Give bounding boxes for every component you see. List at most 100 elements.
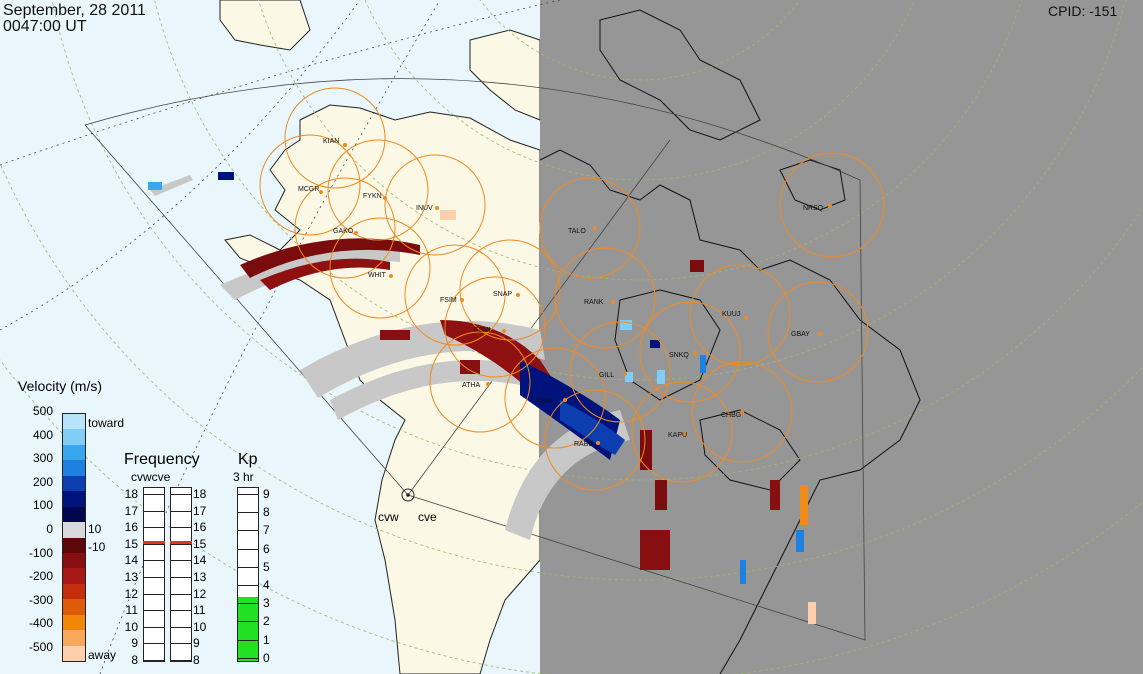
velocity-tick: 100 <box>32 498 53 513</box>
station-label-pina: PINA <box>536 398 553 405</box>
velocity-tick: 500 <box>32 404 53 418</box>
station-label-rabb: RABB <box>574 441 593 448</box>
frequency-gridline <box>143 543 165 545</box>
frequency-gridline <box>170 577 192 578</box>
velocity-color-8 <box>63 537 85 553</box>
station-label-talo: TALO <box>568 228 586 235</box>
station-label-kapu: KAPU <box>668 432 687 439</box>
frequency-gridline <box>143 560 165 562</box>
frequency-gridline <box>143 510 165 512</box>
velocity-cells <box>148 172 816 624</box>
frequency-tick-left: 8 <box>131 653 138 667</box>
velocity-color-6 <box>63 506 85 523</box>
frequency-tick-left: 18 <box>124 487 138 501</box>
kp-tick: 4 <box>263 578 270 593</box>
frequency-marker-cve <box>170 541 192 545</box>
frequency-title: Frequency <box>124 451 200 468</box>
date-text: September, 28 2011 <box>3 2 146 19</box>
frequency-marker-cvw <box>143 541 165 545</box>
radar-site <box>401 488 415 502</box>
kp-tick: 5 <box>263 559 270 574</box>
frequency-bar-cvw <box>143 487 165 662</box>
station-label-snap: SNAP <box>493 291 512 298</box>
frequency-tick-left: 10 <box>124 619 138 634</box>
kp-gridline <box>237 639 259 641</box>
kp-tick: 3 <box>263 596 270 611</box>
velocity-color-1 <box>63 429 85 445</box>
frequency-gridline <box>143 610 165 612</box>
frequency-tick-left: 12 <box>124 586 138 601</box>
velocity-color-0 <box>63 414 85 430</box>
cpid-text: CPID: -151 <box>1048 3 1118 19</box>
velocity-color-5 <box>63 491 85 507</box>
frequency-tick-left: 16 <box>124 520 138 535</box>
kp-gridline <box>237 621 259 623</box>
velocity-tick: 400 <box>32 427 53 442</box>
frequency-gridline <box>170 543 192 545</box>
frequency-gridline <box>170 560 192 562</box>
toward-label: toward <box>88 416 125 430</box>
station-label-rank: RANK <box>584 299 604 306</box>
time-text: 0047:00 UT <box>3 18 87 35</box>
velocity-tick: -500 <box>28 640 53 654</box>
frequency-tick-right: 15 <box>193 536 207 551</box>
frequency-tick-right: 18 <box>193 487 207 501</box>
kp-tick: 0 <box>263 650 270 665</box>
station-label-gako: GAKO <box>333 228 354 235</box>
station-label-kian: KIAN <box>323 138 339 145</box>
frequency-gridline <box>143 593 165 595</box>
radar-fov <box>84 78 866 641</box>
kp-tick: 2 <box>263 614 270 629</box>
velocity-color-10 <box>63 568 85 584</box>
kp-fill <box>238 597 258 661</box>
frequency-tick-right: 9 <box>193 636 200 651</box>
velocity-color-15 <box>63 645 85 661</box>
kp-gridline <box>237 657 259 659</box>
mid-label-neg: -10 <box>88 540 106 554</box>
night-coastlines <box>539 9 921 674</box>
frequency-gridline <box>143 643 165 645</box>
station-label-mcgr: MCGR <box>298 186 319 193</box>
velocity-color-13 <box>63 614 85 631</box>
frequency-gridline <box>170 626 192 628</box>
kp-gridline <box>237 530 259 532</box>
station-rings <box>259 87 885 491</box>
kp-tick: 8 <box>263 505 270 520</box>
frequency-tick-right: 17 <box>193 503 207 518</box>
velocity-tick: 300 <box>32 451 53 466</box>
frequency-tick-right: 10 <box>193 619 207 634</box>
velocity-color-12 <box>63 599 85 615</box>
station-label-atha: ATHA <box>462 382 480 389</box>
frequency-tick-left: 13 <box>124 570 138 584</box>
station-label-gill: GILL <box>599 372 614 379</box>
away-label: away <box>88 648 117 662</box>
station-label-fsim: FSIM <box>440 297 457 304</box>
frequency-bar-cve <box>170 487 192 662</box>
frequency-gridline <box>170 593 192 595</box>
kp-gridline <box>237 566 259 568</box>
night-shading <box>540 0 1143 674</box>
station-label-inuv: INUV <box>416 205 433 212</box>
frequency-tick-right: 11 <box>193 603 206 618</box>
velocity-title: Velocity (m/s) <box>18 378 103 394</box>
mid-label-pos: 10 <box>88 522 102 536</box>
velocity-color-7 <box>63 522 85 538</box>
station-label-fykn: FYKN <box>363 193 382 200</box>
kp-tick: 7 <box>263 523 270 538</box>
frequency-tick-right: 14 <box>193 553 207 568</box>
frequency-subtitle: cvwcve <box>131 470 171 484</box>
frequency-gridline <box>143 527 165 529</box>
kp-bar <box>237 487 259 662</box>
station-label-nrsq: NRSQ <box>803 205 824 212</box>
frequency-gridline <box>170 527 192 529</box>
radar-label-west: cvw <box>378 510 399 524</box>
station-label-snkq: SNKQ <box>669 352 689 359</box>
station-label-gbay: GBAY <box>791 331 810 338</box>
station-label-fsmi: FSMI <box>474 327 491 334</box>
velocity-color-3 <box>63 460 85 476</box>
frequency-gridline <box>143 494 165 495</box>
kp-tick: 9 <box>263 487 270 501</box>
frequency-tick-right: 16 <box>193 520 207 535</box>
velocity-color-4 <box>63 475 85 492</box>
